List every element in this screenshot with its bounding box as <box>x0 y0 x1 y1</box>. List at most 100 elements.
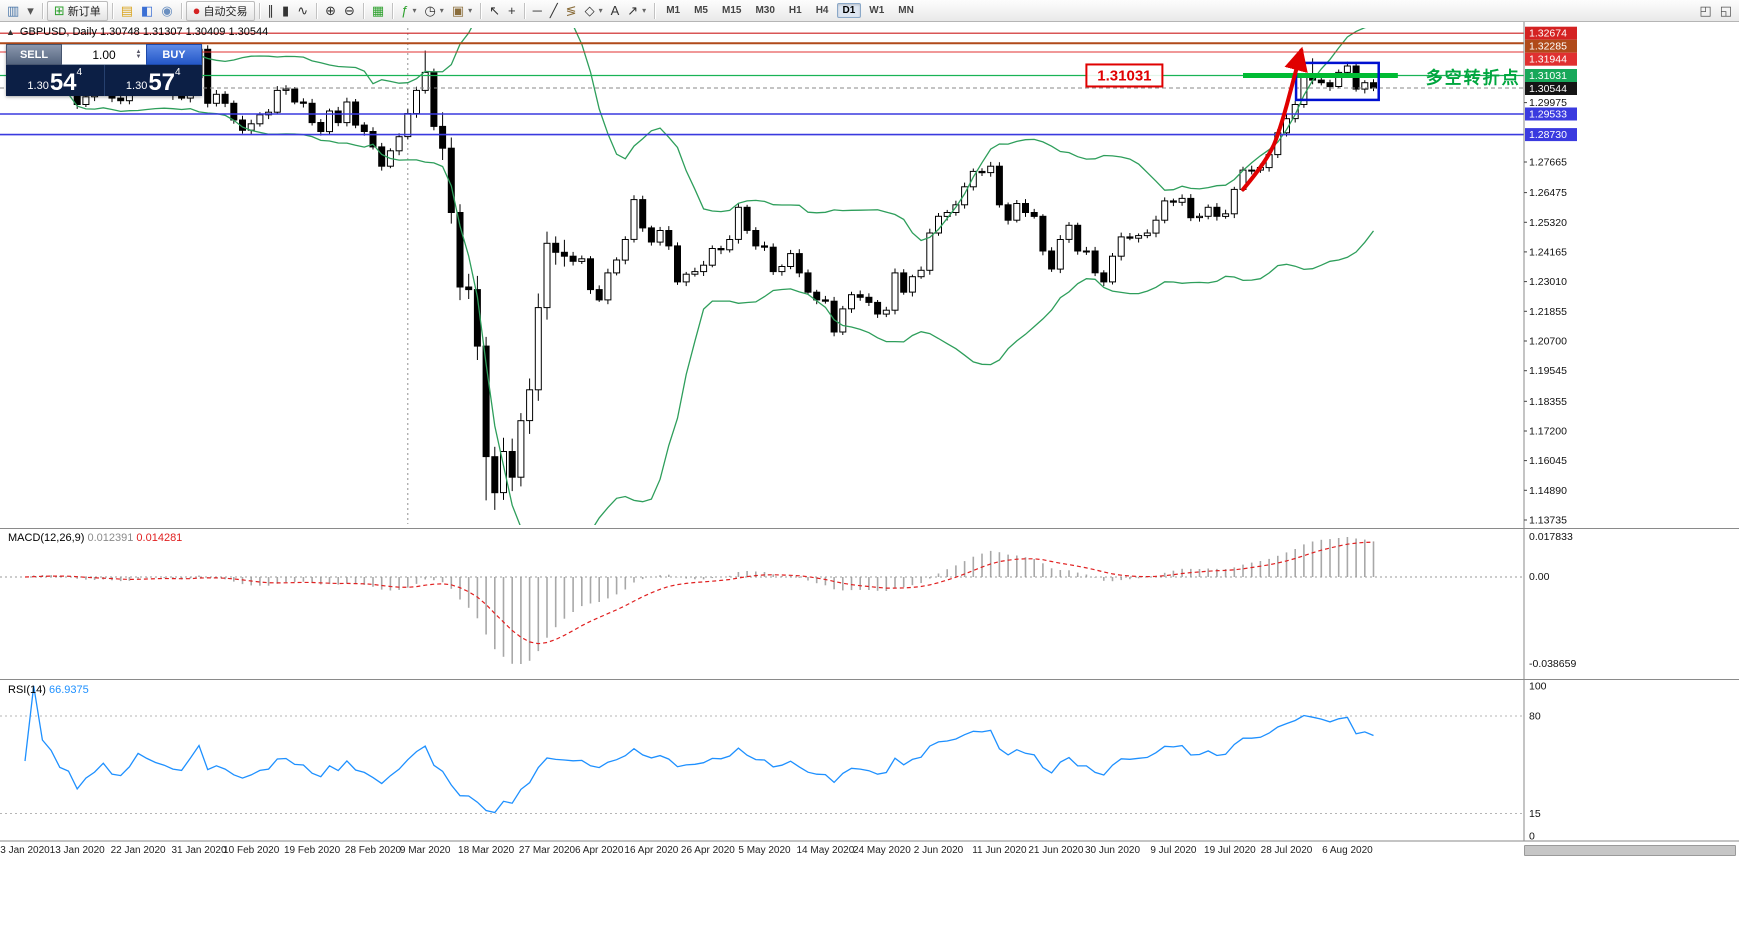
timeframe-MN[interactable]: MN <box>898 5 914 16</box>
timeframe-M15[interactable]: M15 <box>722 5 742 16</box>
svg-text:31 Jan 2020: 31 Jan 2020 <box>171 845 226 856</box>
fibonacci-tool-button[interactable]: ≶ <box>562 1 581 21</box>
shapes-tool-button[interactable]: ◇ ▾ <box>581 1 607 21</box>
trend-arrow[interactable] <box>1241 46 1308 192</box>
trendline-tool-icon: ╱ <box>549 3 558 18</box>
indicators-caret-icon[interactable]: ▾ <box>412 6 417 15</box>
window-options-button[interactable]: ◱ <box>1716 1 1736 21</box>
lot-up-icon[interactable]: ▲ <box>135 48 142 55</box>
zoom-in-icon: ⊕ <box>325 3 336 18</box>
macd-panel[interactable] <box>0 537 1524 664</box>
horizontal-scrollbar-thumb[interactable] <box>1524 845 1736 856</box>
lot-spinner[interactable]: ▲ ▼ <box>133 46 144 63</box>
zoom-in-button[interactable]: ⊕ <box>321 1 340 21</box>
bar-chart-mode-icon: ∥ <box>267 3 275 18</box>
timeframe-W1[interactable]: W1 <box>869 5 885 16</box>
horizontal-line-tool-button[interactable]: ─ <box>529 1 546 21</box>
periods-icon: ◷ <box>424 3 436 18</box>
navigator-button[interactable]: ◉ <box>157 1 176 21</box>
svg-text:1.21855: 1.21855 <box>1529 306 1567 318</box>
text-tool-button[interactable]: A <box>607 1 624 21</box>
svg-text:13 Jan 2020: 13 Jan 2020 <box>50 845 105 856</box>
cursor-button[interactable]: ↖ <box>485 1 504 21</box>
bollinger-upper-band <box>24 28 1367 242</box>
navigator-icon: ◉ <box>161 3 173 18</box>
timeframe-D1[interactable]: D1 <box>836 3 862 18</box>
axes: 1.29975 1.27665 1.26475 1.25320 1.24165 1.230… <box>0 22 1739 856</box>
arrows-tool-caret-icon[interactable]: ▾ <box>642 6 647 15</box>
svg-text:26 Apr 2020: 26 Apr 2020 <box>681 845 735 856</box>
cascade-windows-button[interactable]: ◰ <box>1695 1 1715 21</box>
templates-button[interactable]: ▣ ▾ <box>448 1 476 21</box>
new-order-button[interactable]: ⊞ 新订单 <box>46 0 108 21</box>
svg-text:2 Jun 2020: 2 Jun 2020 <box>914 845 964 856</box>
sell-price-big: 54 <box>49 69 77 96</box>
indicators-button[interactable]: ƒ ▾ <box>397 1 420 21</box>
rsi-panel[interactable] <box>0 685 1524 814</box>
arrows-tool-button[interactable]: ↗ ▾ <box>623 1 650 21</box>
lot-size-value: 1.00 <box>92 47 116 62</box>
chart-profiles-button[interactable]: ▾ <box>23 1 38 21</box>
svg-text:1.14890: 1.14890 <box>1529 485 1567 497</box>
symbol-ohlc-text: GBPUSD, Daily 1.30748 1.31307 1.30409 1.… <box>19 26 269 38</box>
svg-text:0.00: 0.00 <box>1529 571 1550 583</box>
toolbar-separator <box>523 2 525 19</box>
sell-price-sup: 4 <box>76 67 83 78</box>
toolbar-separator <box>111 2 113 19</box>
buy-price-base: 1.30 <box>125 80 148 92</box>
timeframe-H4[interactable]: H4 <box>815 5 829 16</box>
shapes-tool-caret-icon[interactable]: ▾ <box>598 6 603 15</box>
sell-button[interactable]: SELL <box>6 44 62 65</box>
date-axis[interactable]: 3 Jan 2020 13 Jan 2020 22 Jan 2020 31 Jan 2… <box>0 845 1373 856</box>
auto-trading-button[interactable]: ● 自动交易 <box>185 0 255 21</box>
indicators-icon: ƒ <box>401 3 409 18</box>
sell-price-display[interactable]: 1.30 54 4 <box>6 65 105 96</box>
svg-text:14 May 2020: 14 May 2020 <box>796 845 854 856</box>
symbol-header: ▲ GBPUSD, Daily 1.30748 1.31307 1.30409 … <box>6 26 268 38</box>
lot-size-input[interactable]: 1.00 ▲ ▼ <box>62 44 146 65</box>
data-window-button[interactable]: ◧ <box>137 1 157 21</box>
toolbar-separator <box>258 2 260 19</box>
window-options-icon: ◱ <box>1719 3 1732 18</box>
tile-windows-icon: ▦ <box>371 3 385 18</box>
svg-text:1.25320: 1.25320 <box>1529 217 1567 229</box>
tile-windows-button[interactable]: ▦ <box>368 1 388 21</box>
periods-caret-icon[interactable]: ▾ <box>439 6 444 15</box>
turning-point-annotation[interactable]: 多空转折点 <box>1426 68 1521 88</box>
timeframe-M1[interactable]: M1 <box>666 5 681 16</box>
svg-text:21 Jun 2020: 21 Jun 2020 <box>1028 845 1083 856</box>
consolidation-rectangle[interactable] <box>1294 61 1380 102</box>
timeframe-H1[interactable]: H1 <box>788 5 802 16</box>
svg-text:1.32674: 1.32674 <box>1529 28 1567 40</box>
svg-text:5 May 2020: 5 May 2020 <box>738 845 791 856</box>
svg-text:22 Jan 2020: 22 Jan 2020 <box>111 845 166 856</box>
periods-button[interactable]: ◷ ▾ <box>420 1 447 21</box>
templates-caret-icon[interactable]: ▾ <box>468 6 473 15</box>
lot-down-icon[interactable]: ▼ <box>135 53 142 60</box>
price-axis[interactable]: 1.29975 1.27665 1.26475 1.25320 1.24165 1.230… <box>1524 26 1577 527</box>
timeframe-M30[interactable]: M30 <box>755 5 775 16</box>
line-chart-mode-icon: ∿ <box>297 3 309 18</box>
buy-button[interactable]: BUY <box>146 44 202 65</box>
bar-chart-mode-button[interactable]: ∥ <box>264 1 279 21</box>
price-callout-box[interactable] <box>1085 63 1164 88</box>
price-chart-panel[interactable]: 1.31031 多空转折点 <box>0 0 1524 546</box>
svg-text:1.28730: 1.28730 <box>1529 129 1567 141</box>
crosshair-button[interactable]: + <box>504 1 520 21</box>
new-chart-button[interactable]: ▥ <box>3 1 23 21</box>
one-click-collapse-icon[interactable]: ▲ <box>6 27 15 37</box>
zoom-out-button[interactable]: ⊖ <box>340 1 359 21</box>
svg-text:1.31944: 1.31944 <box>1529 54 1567 66</box>
timeframe-M5[interactable]: M5 <box>694 5 708 16</box>
line-chart-mode-button[interactable]: ∿ <box>293 1 312 21</box>
trendline-tool-button[interactable]: ╱ <box>546 1 562 21</box>
one-click-trading-panel: SELL 1.00 ▲ ▼ BUY 1.30 54 4 1.30 57 4 <box>6 44 202 96</box>
price-tag-1.31944 <box>1525 52 1577 66</box>
zoom-out-icon: ⊖ <box>344 3 355 18</box>
candlestick-mode-button[interactable]: ▮ <box>278 1 293 21</box>
data-window-icon: ◧ <box>141 3 154 18</box>
price-callout-text: 1.31031 <box>1097 67 1151 84</box>
market-watch-button[interactable]: ▤ <box>117 1 137 21</box>
buy-price-display[interactable]: 1.30 57 4 <box>105 65 203 96</box>
